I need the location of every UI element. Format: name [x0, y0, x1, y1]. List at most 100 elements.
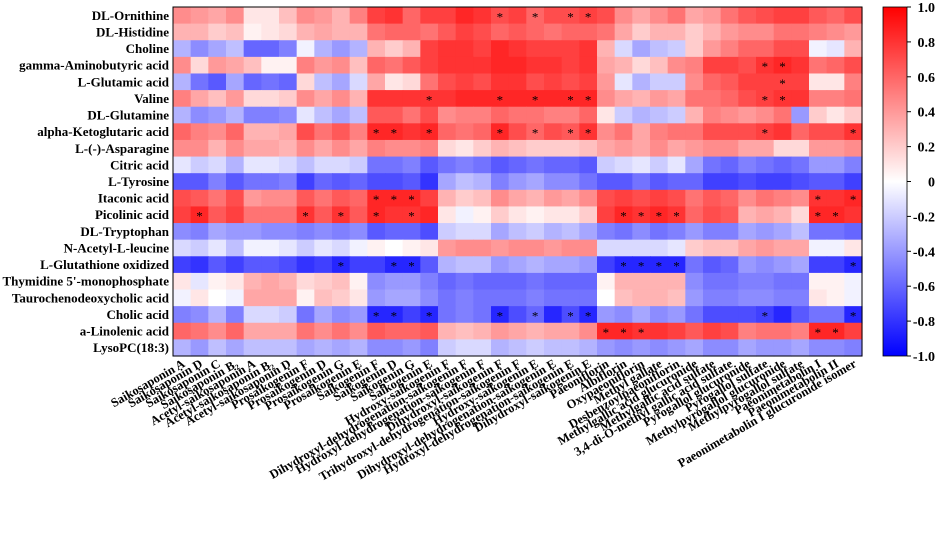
heatmap-cell [473, 189, 492, 208]
heatmap-cell [650, 339, 669, 357]
heatmap-cell [420, 56, 439, 75]
heatmap-cell [332, 256, 351, 274]
heatmap-cell [738, 173, 757, 191]
heatmap-cell [402, 106, 421, 124]
heatmap-cell [632, 156, 651, 174]
heatmap-cell [844, 339, 863, 357]
heatmap-cell [438, 7, 457, 25]
heatmap-cell [844, 123, 863, 141]
heatmap-cell [279, 106, 298, 124]
heatmap-cell [703, 322, 722, 340]
significance-star: * [302, 209, 309, 224]
significance-star: * [373, 126, 380, 141]
heatmap-cell [703, 206, 722, 224]
heatmap-cell [208, 106, 227, 124]
heatmap-cell [579, 206, 598, 224]
heatmap-cell [420, 156, 439, 174]
heatmap-cell [685, 123, 704, 141]
heatmap-cell [296, 139, 315, 158]
heatmap-cell [756, 306, 775, 324]
heatmap-cell [208, 272, 227, 291]
heatmap-cell [632, 73, 651, 91]
heatmap-cell [614, 223, 633, 241]
heatmap-cell [349, 156, 368, 174]
heatmap-cell [561, 289, 580, 307]
heatmap-cell [614, 206, 633, 224]
heatmap-cell [844, 256, 863, 274]
heatmap-cell [809, 23, 828, 41]
row-label: L-Glutathione oxidized [40, 257, 170, 272]
heatmap-cell [579, 40, 598, 58]
significance-star: * [779, 76, 786, 91]
colorbar-tick-label: -0.4 [913, 245, 935, 260]
heatmap-cell [667, 7, 686, 25]
heatmap-cell [438, 106, 457, 124]
heatmap-cell [402, 272, 421, 291]
heatmap-cell [261, 306, 280, 324]
heatmap-cell [738, 156, 757, 174]
heatmap-cell [632, 306, 651, 324]
heatmap-cell [491, 272, 510, 291]
heatmap-cell [809, 40, 828, 58]
heatmap-cell [826, 306, 845, 324]
heatmap-cell [173, 339, 192, 357]
heatmap-cell [190, 23, 209, 41]
heatmap-cell [402, 123, 421, 141]
heatmap-cell [703, 139, 722, 158]
heatmap-cell [314, 90, 333, 108]
heatmap-cell [738, 306, 757, 324]
heatmap-cell [809, 73, 828, 91]
heatmap-cell [261, 139, 280, 158]
heatmap-cell [367, 206, 386, 224]
heatmap-cell [173, 256, 192, 274]
heatmap-cell [208, 239, 227, 257]
heatmap-cell [597, 90, 616, 108]
heatmap-cell [526, 90, 545, 108]
significance-star: * [338, 209, 345, 224]
heatmap-cell [208, 306, 227, 324]
heatmap-cell [650, 23, 669, 41]
heatmap-cell [597, 56, 616, 75]
heatmap-cell [208, 56, 227, 75]
heatmap-cell [720, 73, 739, 91]
heatmap-cell [314, 23, 333, 41]
heatmap-cell [544, 173, 563, 191]
heatmap-cell [491, 322, 510, 340]
heatmap-cell [614, 23, 633, 41]
heatmap-cell [508, 7, 527, 25]
heatmap-cell [491, 73, 510, 91]
heatmap-cell [367, 73, 386, 91]
heatmap-cell [367, 189, 386, 208]
heatmap-cell [367, 256, 386, 274]
heatmap-cell [367, 239, 386, 257]
heatmap-cell [367, 339, 386, 357]
heatmap-cell [473, 322, 492, 340]
heatmap-cell [455, 139, 474, 158]
heatmap-cell [173, 56, 192, 75]
heatmap-cell [473, 40, 492, 58]
heatmap-cell [738, 123, 757, 141]
heatmap-cell [173, 223, 192, 241]
heatmap-cell [773, 123, 792, 141]
heatmap-cell [561, 7, 580, 25]
heatmap-cell [614, 7, 633, 25]
heatmap-cell [703, 106, 722, 124]
significance-star: * [656, 259, 663, 274]
heatmap-cell [826, 56, 845, 75]
heatmap-cell [632, 23, 651, 41]
heatmap-cell [791, 73, 810, 91]
heatmap-cell [243, 90, 262, 108]
significance-star: * [673, 259, 680, 274]
heatmap-cell [844, 223, 863, 241]
heatmap-cell [455, 156, 474, 174]
heatmap-cell [420, 256, 439, 274]
heatmap-cell [579, 272, 598, 291]
colorbar-tick-label: 1.0 [918, 1, 936, 16]
heatmap-cell [314, 272, 333, 291]
heatmap-cell [420, 322, 439, 340]
heatmap-cell [385, 7, 404, 25]
heatmap-cell [508, 239, 527, 257]
heatmap-cell [614, 40, 633, 58]
heatmap-cell [720, 7, 739, 25]
heatmap-cell [438, 322, 457, 340]
